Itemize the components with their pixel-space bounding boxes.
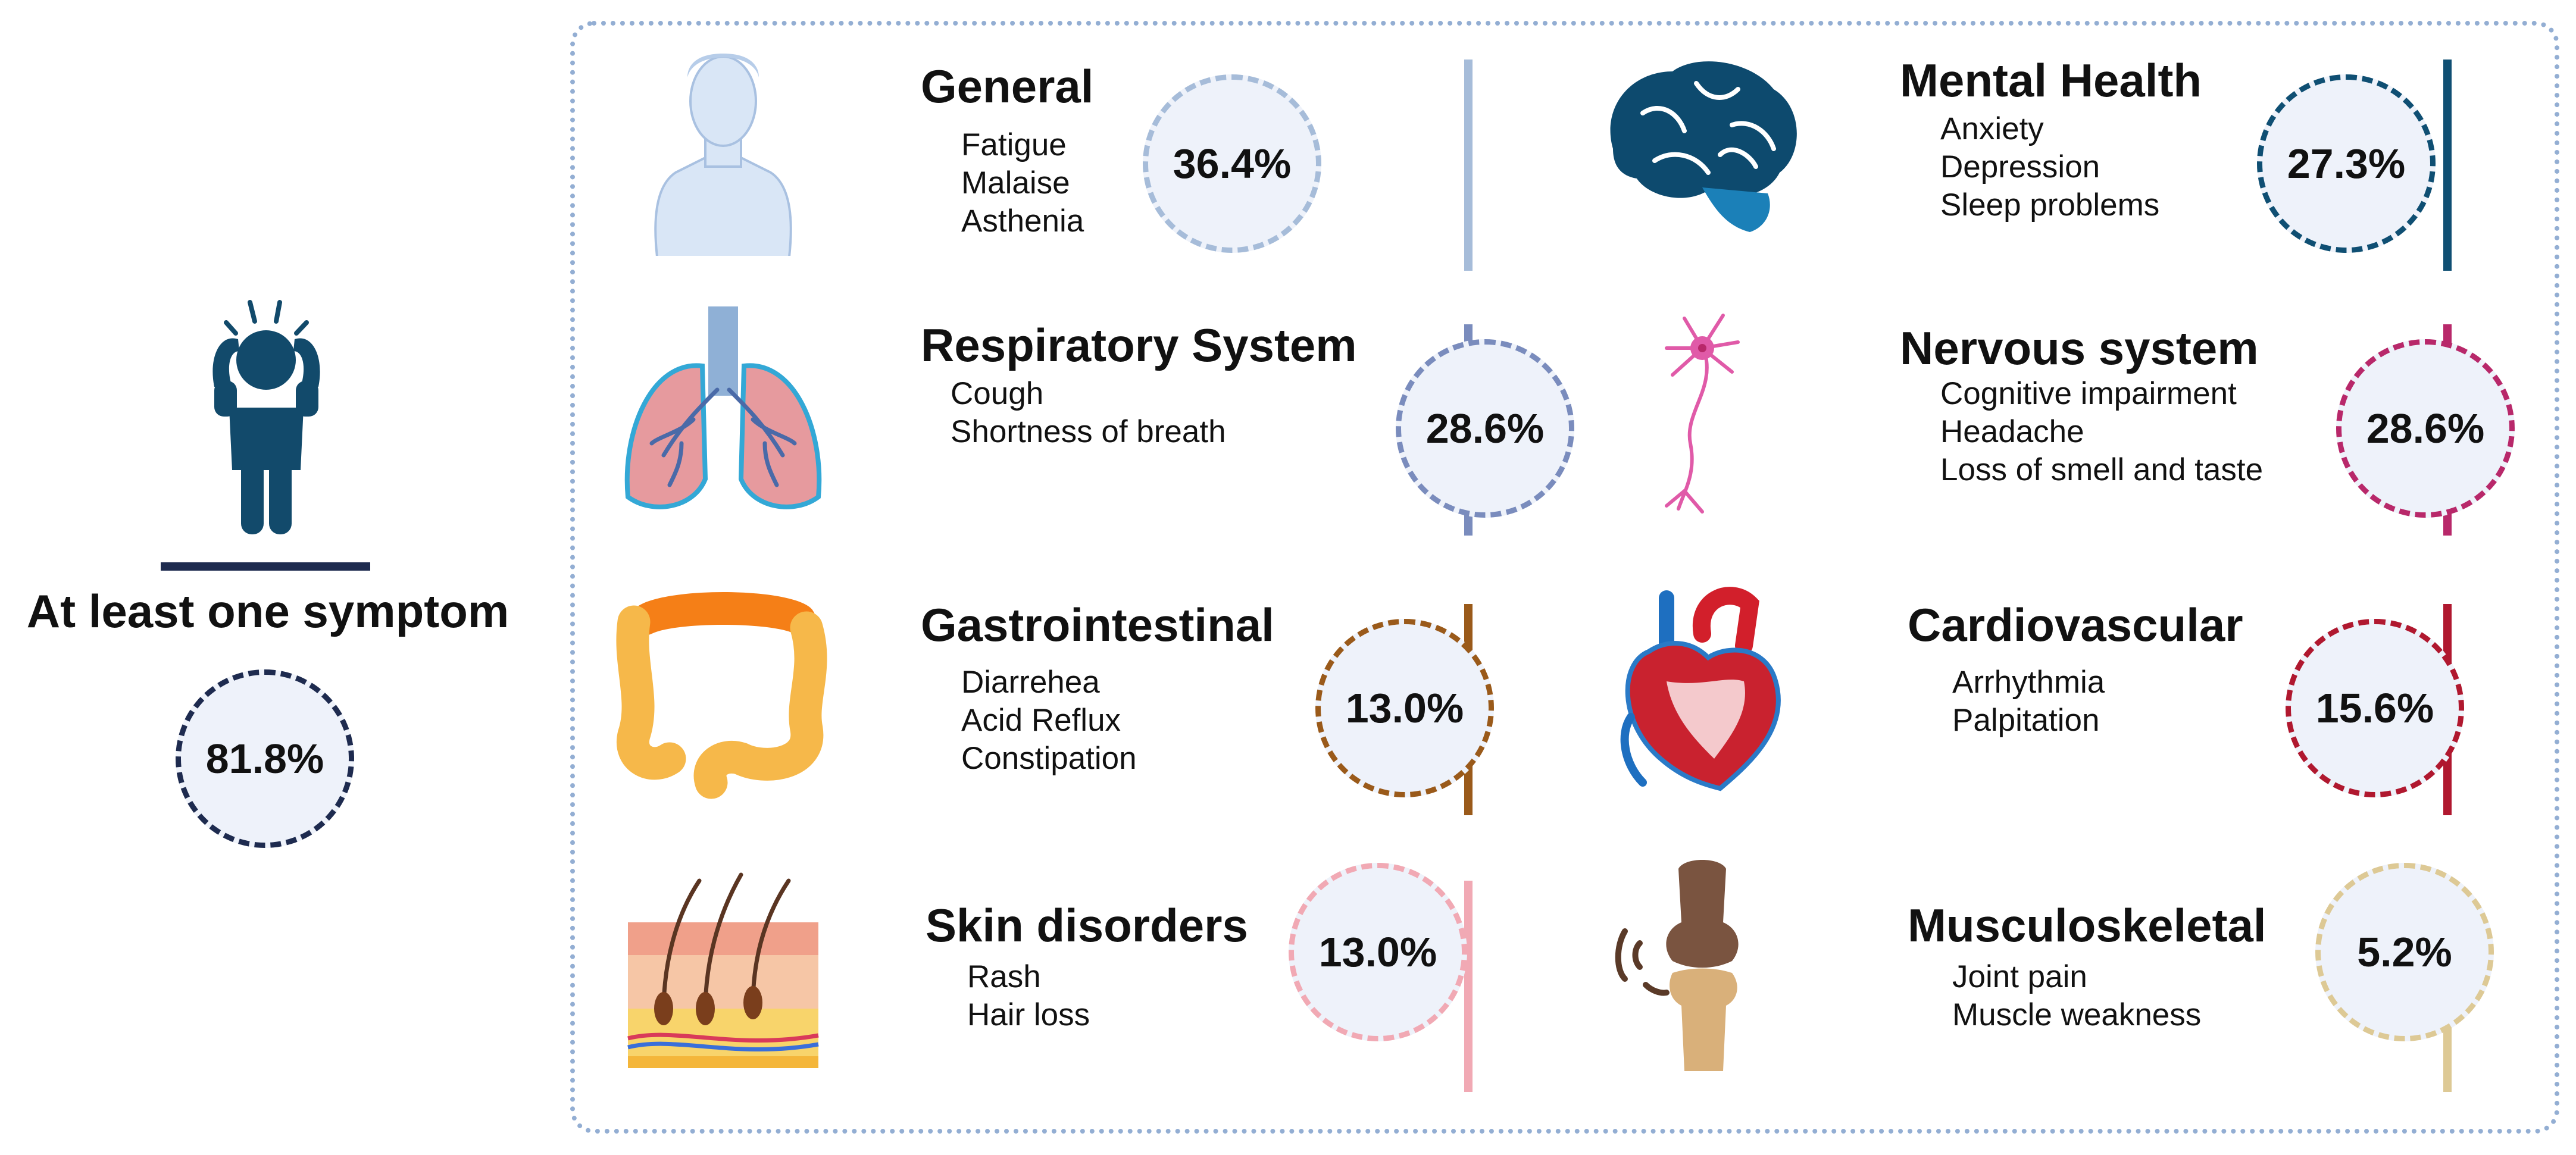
category-gastrointestinal: Gastrointestinal Diarrehea Acid Reflux C… — [616, 580, 1598, 815]
symptom-item: Depression — [1940, 149, 2100, 184]
symptom-item: Arrhythmia — [1952, 665, 2105, 700]
symptom-item: Muscle weakness — [1952, 997, 2202, 1032]
summary-section: At least one symptom 81.8% — [0, 0, 536, 1155]
category-musculoskeletal: Musculoskeletal Joint pain Muscle weakne… — [1595, 857, 2576, 1092]
symptom-item: Acid Reflux — [961, 703, 1121, 738]
symptom-list: Anxiety Depression Sleep problems — [1940, 110, 2159, 224]
symptom-item: Asthenia — [961, 204, 1084, 239]
symptom-item: Hair loss — [967, 997, 1090, 1032]
symptom-item: Fatigue — [961, 127, 1067, 162]
summary-percent: 81.8% — [205, 735, 324, 782]
symptom-item: Shortness of breath — [951, 414, 1226, 449]
symptom-item: Cough — [951, 376, 1044, 411]
category-percent-circle: 13.0% — [1289, 863, 1467, 1041]
category-percent-circle: 13.0% — [1315, 619, 1494, 797]
category-percent-circle: 5.2% — [2315, 863, 2494, 1041]
symptom-list: Fatigue Malaise Asthenia — [961, 126, 1084, 240]
summary-label: At least one symptom — [26, 585, 509, 637]
category-divider — [1464, 881, 1473, 1092]
category-percent: 28.6% — [1425, 405, 1545, 452]
symptom-item: Malaise — [961, 165, 1070, 201]
symptom-list: Rash Hair loss — [967, 958, 1090, 1034]
category-divider — [1464, 60, 1473, 271]
symptom-list: Arrhythmia Palpitation — [1952, 663, 2105, 740]
category-percent: 15.6% — [2315, 685, 2434, 731]
summary-percent-circle: 81.8% — [176, 669, 354, 848]
neuron-icon — [1665, 314, 1740, 514]
category-percent-circle: 27.3% — [2257, 74, 2436, 253]
symptom-categories-panel — [570, 21, 2559, 1134]
category-percent-circle: 15.6% — [2286, 619, 2464, 797]
symptom-item: Diarrehea — [961, 665, 1100, 700]
category-nervous: Nervous system Cognitive impairment Head… — [1595, 301, 2576, 536]
category-title: General — [921, 60, 1094, 112]
symptom-item: Joint pain — [1952, 959, 2087, 994]
category-title: Musculoskeletal — [1908, 899, 2266, 951]
category-skin: Skin disorders Rash Hair loss 13.0% — [616, 857, 1598, 1092]
category-percent-circle: 28.6% — [1396, 339, 1574, 518]
category-mental-health: Mental Health Anxiety Depression Sleep p… — [1595, 36, 2576, 271]
symptom-item: Rash — [967, 959, 1041, 994]
category-cardiovascular: Cardiovascular Arrhythmia Palpitation 15… — [1595, 580, 2576, 815]
category-title: Nervous system — [1900, 322, 2259, 374]
human-body-icon — [654, 54, 792, 256]
category-percent: 13.0% — [1318, 929, 1437, 975]
category-percent: 27.3% — [2287, 140, 2406, 187]
symptom-item: Cognitive impairment — [1940, 376, 2237, 411]
symptom-list: Joint pain Muscle weakness — [1952, 958, 2201, 1034]
category-percent: 13.0% — [1345, 685, 1464, 731]
distressed-person-icon — [212, 300, 320, 534]
intestine-icon — [616, 592, 827, 799]
symptom-item: Constipation — [961, 741, 1137, 776]
brain-icon — [1610, 61, 1797, 232]
category-respiratory: Respiratory System Cough Shortness of br… — [616, 301, 1598, 536]
symptom-item: Sleep problems — [1940, 187, 2160, 223]
summary-divider — [161, 562, 370, 571]
category-percent: 36.4% — [1173, 140, 1292, 187]
symptom-item: Headache — [1940, 414, 2084, 449]
category-title: Skin disorders — [926, 899, 1248, 951]
category-title: Mental Health — [1900, 54, 2202, 107]
lungs-icon — [624, 306, 822, 509]
symptom-list: Diarrehea Acid Reflux Constipation — [961, 663, 1137, 778]
category-title: Respiratory System — [921, 319, 1357, 371]
category-general: General Fatigue Malaise Asthenia 36.4% — [616, 36, 1598, 271]
category-percent-circle: 28.6% — [2336, 339, 2515, 518]
category-percent-circle: 36.4% — [1143, 74, 1321, 253]
category-percent: 5.2% — [2357, 929, 2452, 975]
symptom-item: Anxiety — [1940, 111, 2044, 146]
heart-icon — [1620, 587, 1781, 791]
symptom-item: Loss of smell and taste — [1940, 452, 2264, 487]
category-title: Gastrointestinal — [921, 599, 1274, 651]
category-percent: 28.6% — [2366, 405, 2485, 452]
knee-joint-icon — [1615, 860, 1739, 1071]
symptom-list: Cough Shortness of breath — [951, 375, 1226, 451]
category-divider — [2443, 60, 2452, 271]
symptom-item: Palpitation — [1952, 703, 2100, 738]
symptom-list: Cognitive impairment Headache Loss of sm… — [1940, 375, 2263, 489]
skin-layers-icon — [627, 872, 819, 1068]
category-title: Cardiovascular — [1908, 599, 2243, 651]
